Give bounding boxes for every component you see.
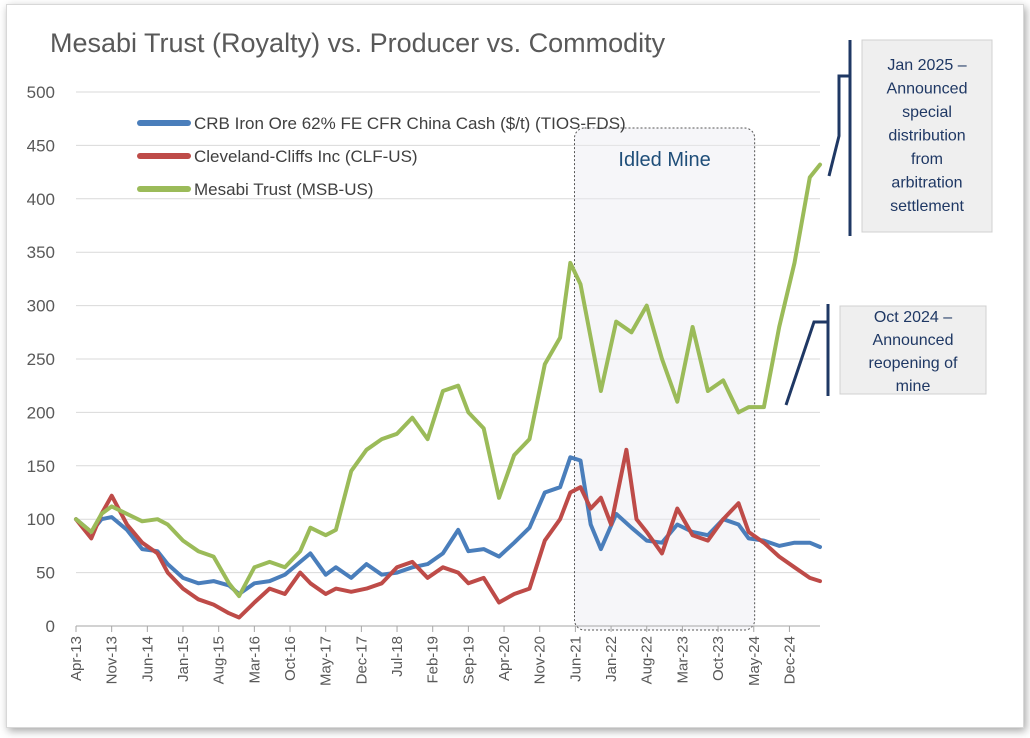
callout-1-line: from xyxy=(911,151,943,168)
x-tick-label: Jan-22 xyxy=(603,636,620,682)
callouts: Jan 2025 – Announced special distribution fr… xyxy=(784,39,993,406)
x-tick-label: Apr-20 xyxy=(496,636,513,681)
callout-box-1 xyxy=(861,39,993,233)
callout-pointer-1 xyxy=(827,74,850,177)
callout-1-line: special xyxy=(902,104,952,121)
legend-label: CRB Iron Ore 62% FE CFR China Cash ($/t)… xyxy=(194,114,626,133)
y-tick-label: 500 xyxy=(27,83,55,102)
callout-box-2 xyxy=(839,305,987,395)
x-tick-label: Apr-13 xyxy=(68,636,85,681)
x-tick-label: Jan-15 xyxy=(175,636,192,682)
x-tick-label: Nov-13 xyxy=(104,636,121,684)
x-tick-label: Aug-15 xyxy=(211,636,228,684)
x-tick-label: May-24 xyxy=(746,636,763,686)
y-tick-label: 50 xyxy=(36,564,55,583)
callout-2-line: Oct 2024 – xyxy=(874,309,952,326)
series-layer xyxy=(74,162,822,620)
x-tick-label: Jun-14 xyxy=(139,636,156,682)
gridlines xyxy=(76,91,820,574)
x-tick-label: Aug-22 xyxy=(639,636,656,684)
legend-label: Mesabi Trust (MSB-US) xyxy=(194,180,373,199)
callout-1-line: settlement xyxy=(890,198,964,215)
y-tick-label: 300 xyxy=(27,297,55,316)
x-tick-label: Dec-17 xyxy=(353,636,370,684)
y-tick-label: 250 xyxy=(27,350,55,369)
series-line-3 xyxy=(74,162,822,599)
x-tick-label: Jul-18 xyxy=(389,636,406,677)
series-line-1 xyxy=(74,455,822,596)
legend-label: Cleveland-Cliffs Inc (CLF-US) xyxy=(194,147,418,166)
y-tick-label: 400 xyxy=(27,190,55,209)
x-tick-label: Jun-21 xyxy=(567,636,584,682)
y-tick-label: 100 xyxy=(27,510,55,529)
x-tick-label: Mar-23 xyxy=(674,636,691,684)
x-tick-label: Dec-24 xyxy=(781,636,798,684)
y-tick-label: 200 xyxy=(27,403,55,422)
callout-1-line: Jan 2025 – xyxy=(887,57,966,74)
series-line-2 xyxy=(74,447,822,620)
chart-title: Mesabi Trust (Royalty) vs. Producer vs. … xyxy=(50,28,666,58)
x-tick-label: May-17 xyxy=(318,636,335,686)
x-tick-label: Sep-19 xyxy=(460,636,477,684)
idled-mine-region xyxy=(573,127,756,631)
x-tick-label: Oct-23 xyxy=(710,636,727,681)
callout-1-line: arbitration xyxy=(891,175,962,192)
callout-pointer-2 xyxy=(784,320,828,406)
x-tick-label: Feb-19 xyxy=(425,636,442,684)
callout-2-line: Announced xyxy=(873,332,954,349)
x-tick-label: Oct-16 xyxy=(282,636,299,681)
y-tick-label: 350 xyxy=(27,243,55,262)
x-tick-label: Mar-16 xyxy=(246,636,263,684)
x-tick-label: Nov-20 xyxy=(532,636,549,684)
callout-1-line: Announced xyxy=(887,81,968,98)
callout-1-line: distribution xyxy=(888,128,965,145)
y-tick-label: 150 xyxy=(27,457,55,476)
idled-mine-label: Idled Mine xyxy=(618,149,710,171)
axes: 0 50 100 150 200 250 300 350 400 450 500 Apr-13 Nov-… xyxy=(27,83,820,686)
y-tick-label: 450 xyxy=(27,136,55,155)
legend: CRB Iron Ore 62% FE CFR China Cash ($/t)… xyxy=(137,114,626,199)
callout-2-line: mine xyxy=(896,378,931,395)
y-tick-label: 0 xyxy=(46,617,55,636)
callout-2-line: reopening of xyxy=(869,355,959,372)
